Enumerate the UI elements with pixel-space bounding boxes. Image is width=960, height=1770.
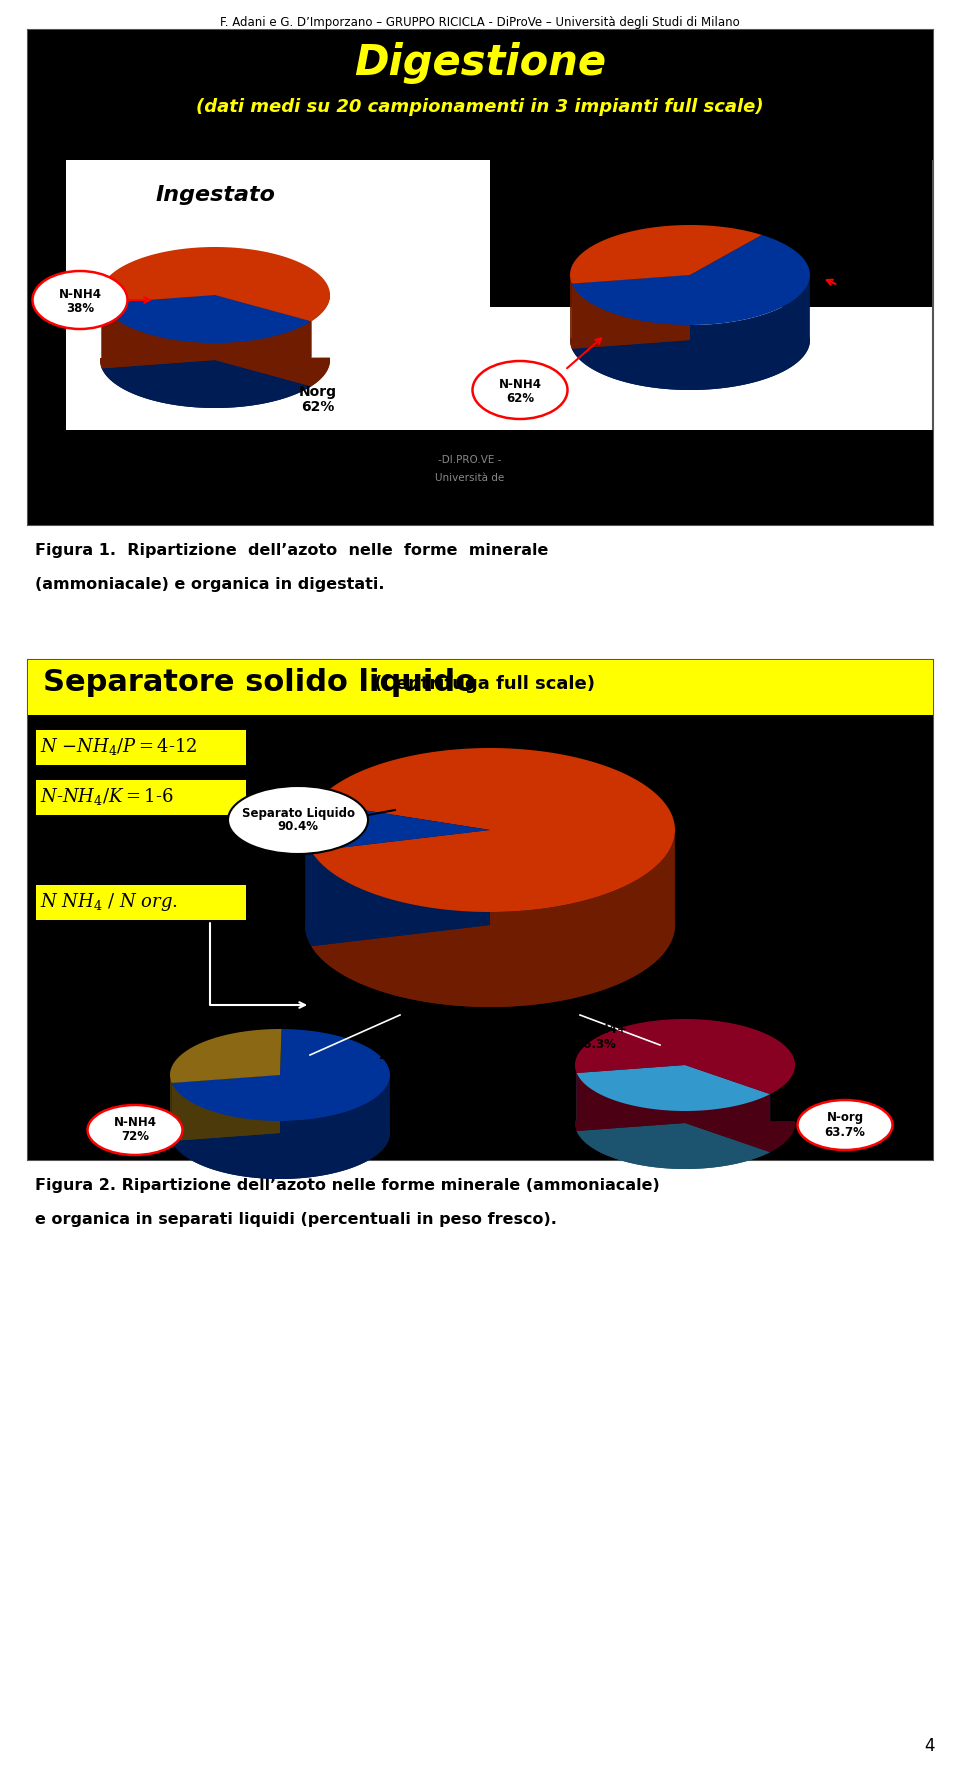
Text: -DI.PRO.VE -: -DI.PRO.VE - bbox=[439, 455, 502, 466]
Text: Figura 1.  Ripartizione  dell’azoto  nelle  forme  minerale: Figura 1. Ripartizione dell’azoto nelle … bbox=[35, 543, 548, 558]
Polygon shape bbox=[305, 920, 490, 947]
Polygon shape bbox=[572, 274, 690, 349]
Bar bbox=[28, 30, 933, 159]
Polygon shape bbox=[172, 1074, 280, 1142]
Polygon shape bbox=[102, 303, 311, 409]
Text: Norg: Norg bbox=[299, 386, 337, 398]
Polygon shape bbox=[172, 1073, 390, 1179]
Polygon shape bbox=[570, 338, 690, 349]
Text: 36.3%: 36.3% bbox=[575, 1037, 616, 1051]
Text: $\mathit{N\text{-}NH_4/K = 1\text{-}6}$: $\mathit{N\text{-}NH_4/K = 1\text{-}6}$ bbox=[40, 786, 174, 807]
Text: Norg: Norg bbox=[840, 281, 878, 296]
Bar bbox=[28, 715, 933, 1159]
Text: e organica in separati liquidi (percentuali in peso fresco).: e organica in separati liquidi (percentu… bbox=[35, 1212, 557, 1227]
Text: 72%: 72% bbox=[121, 1131, 149, 1143]
Text: (dati medi su 20 campionamenti in 3 impianti full scale): (dati medi su 20 campionamenti in 3 impi… bbox=[196, 97, 764, 117]
Bar bbox=[490, 159, 932, 306]
Polygon shape bbox=[572, 274, 690, 349]
Polygon shape bbox=[570, 273, 572, 349]
Polygon shape bbox=[572, 273, 810, 389]
Text: $N\ \mathit{-NH_4/P = 4\text{-}12}$: $N\ \mathit{-NH_4/P = 4\text{-}12}$ bbox=[40, 736, 198, 758]
Polygon shape bbox=[575, 1062, 795, 1152]
Text: 62%: 62% bbox=[506, 391, 534, 405]
Text: Separato Liquido: Separato Liquido bbox=[242, 807, 354, 820]
Polygon shape bbox=[170, 1073, 172, 1142]
Polygon shape bbox=[305, 827, 311, 947]
Polygon shape bbox=[100, 292, 330, 386]
Polygon shape bbox=[577, 1066, 770, 1112]
Polygon shape bbox=[572, 235, 810, 326]
Text: 62%: 62% bbox=[301, 400, 335, 414]
Polygon shape bbox=[577, 1122, 770, 1168]
Polygon shape bbox=[100, 358, 330, 386]
Text: N-NH4: N-NH4 bbox=[498, 379, 541, 391]
Polygon shape bbox=[570, 225, 762, 283]
Polygon shape bbox=[100, 248, 330, 322]
Text: $\mathit{N\ NH_4\ /\ N\ org.}$: $\mathit{N\ NH_4\ /\ N\ org.}$ bbox=[40, 890, 178, 913]
Bar bbox=[28, 660, 933, 715]
Text: F. Adani e G. D’Imporzano – GRUPPO RICICLA - DiProVe – Università degli Studi di: F. Adani e G. D’Imporzano – GRUPPO RICIC… bbox=[220, 16, 740, 28]
Text: Digestato: Digestato bbox=[639, 225, 761, 244]
Polygon shape bbox=[170, 1028, 281, 1083]
Text: Digestione: Digestione bbox=[354, 42, 606, 83]
Text: N-NH4: N-NH4 bbox=[113, 1117, 156, 1129]
Text: Università de: Università de bbox=[436, 473, 505, 483]
Polygon shape bbox=[305, 802, 490, 851]
Polygon shape bbox=[172, 1074, 280, 1142]
Polygon shape bbox=[577, 1066, 685, 1131]
Text: Figura 2. Ripartizione dell’azoto nelle forme minerale (ammoniacale): Figura 2. Ripartizione dell’azoto nelle … bbox=[35, 1179, 660, 1193]
Polygon shape bbox=[311, 749, 675, 912]
Text: N-NH4+: N-NH4+ bbox=[575, 1023, 628, 1035]
Text: Separato Solido: Separato Solido bbox=[775, 890, 880, 903]
Text: (ammoniacale) e organica in digestati.: (ammoniacale) e organica in digestati. bbox=[35, 577, 385, 591]
Text: 38%: 38% bbox=[840, 296, 874, 310]
Polygon shape bbox=[311, 830, 490, 947]
Polygon shape bbox=[172, 1028, 390, 1120]
Text: 28%: 28% bbox=[379, 1050, 411, 1062]
Polygon shape bbox=[311, 922, 675, 1007]
Polygon shape bbox=[575, 1020, 795, 1094]
Bar bbox=[28, 159, 66, 430]
Polygon shape bbox=[577, 1073, 770, 1168]
Ellipse shape bbox=[33, 271, 128, 329]
Text: N-org: N-org bbox=[374, 1035, 416, 1048]
Polygon shape bbox=[172, 1131, 390, 1179]
Text: 4: 4 bbox=[924, 1736, 935, 1756]
Polygon shape bbox=[575, 1120, 795, 1152]
Polygon shape bbox=[215, 296, 311, 386]
Text: 9.6%: 9.6% bbox=[775, 904, 808, 919]
Text: (Centrifuga full scale): (Centrifuga full scale) bbox=[368, 674, 595, 694]
Polygon shape bbox=[577, 1066, 685, 1131]
Ellipse shape bbox=[798, 1099, 893, 1151]
Polygon shape bbox=[685, 1066, 770, 1152]
Polygon shape bbox=[311, 827, 675, 1007]
Text: N-NH4: N-NH4 bbox=[59, 289, 102, 301]
Ellipse shape bbox=[472, 361, 567, 419]
Polygon shape bbox=[685, 1066, 770, 1152]
Bar bbox=[28, 430, 933, 526]
Bar bbox=[36, 781, 246, 814]
Text: Separatore solido liquido: Separatore solido liquido bbox=[43, 667, 476, 697]
Polygon shape bbox=[102, 359, 311, 409]
Text: 63.7%: 63.7% bbox=[825, 1126, 865, 1138]
Bar bbox=[36, 729, 246, 765]
Polygon shape bbox=[170, 1131, 280, 1142]
Text: 38%: 38% bbox=[66, 301, 94, 315]
Text: N-org: N-org bbox=[827, 1112, 864, 1124]
Text: 90.4%: 90.4% bbox=[277, 821, 319, 834]
Ellipse shape bbox=[228, 786, 368, 853]
Bar bbox=[36, 885, 246, 920]
Bar bbox=[28, 660, 933, 1159]
Polygon shape bbox=[102, 296, 311, 343]
Polygon shape bbox=[215, 296, 311, 386]
Text: Ingestato: Ingestato bbox=[156, 186, 275, 205]
Polygon shape bbox=[102, 296, 215, 368]
Polygon shape bbox=[102, 296, 215, 368]
Bar bbox=[28, 30, 933, 526]
Polygon shape bbox=[311, 830, 490, 947]
Ellipse shape bbox=[87, 1104, 182, 1156]
Polygon shape bbox=[572, 338, 810, 389]
